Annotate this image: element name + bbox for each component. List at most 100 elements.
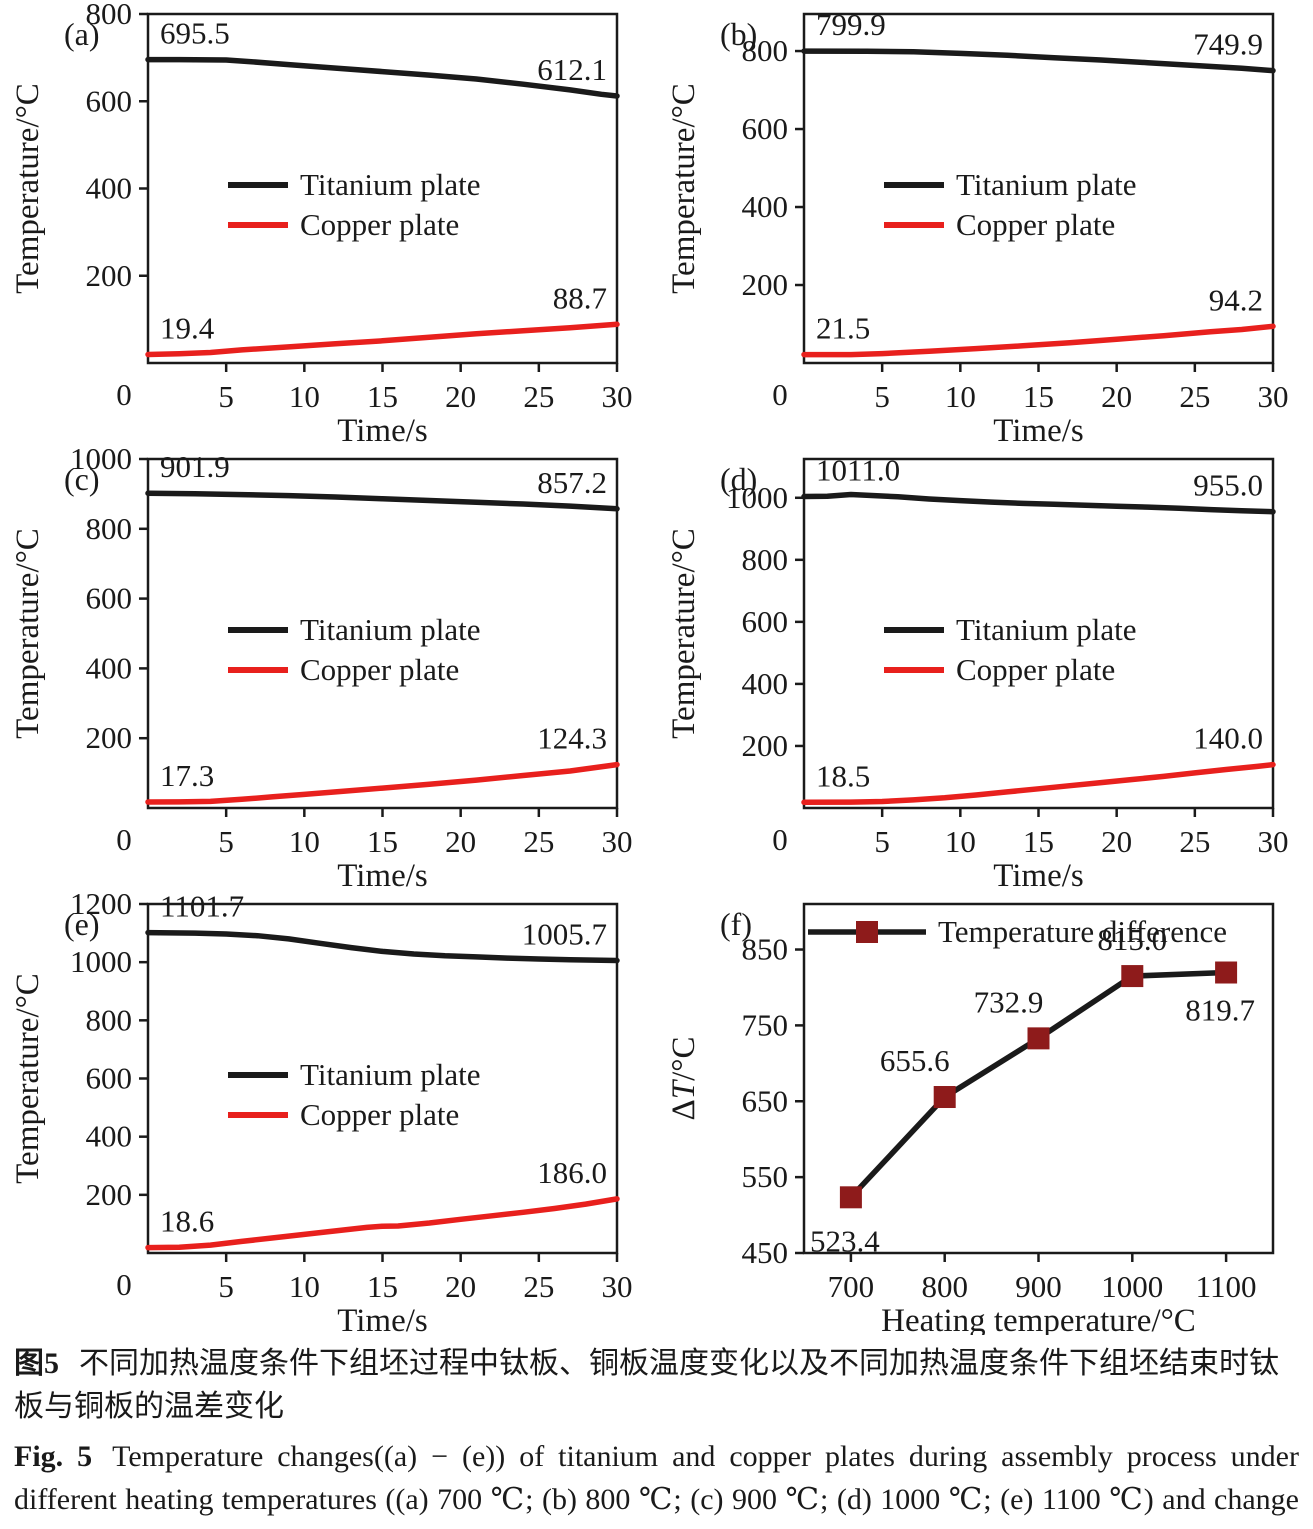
caption-zh-text: 不同加热温度条件下组坯过程中钛板、铜板温度变化以及不同加热温度条件下组坯结束时钛… <box>14 1347 1279 1423</box>
subplot-c: 200 400 600 800 1000 5 10 15 20 25 30 0 Time/s Temper… <box>10 445 633 890</box>
y-axis: 450 550 650 750 850 <box>742 932 804 1270</box>
y-tick-label: 800 <box>86 0 133 31</box>
value-label-end: 749.9 <box>1193 27 1263 62</box>
value-label: 732.9 <box>974 984 1044 1019</box>
y-tick-label: 550 <box>742 1159 789 1194</box>
x-tick-label: 20 <box>445 379 476 414</box>
caption-en-label: Fig. 5 <box>14 1440 93 1474</box>
value-label-start: 17.3 <box>160 758 214 793</box>
origin-tick-label: 0 <box>116 822 132 857</box>
line-copper-plate <box>801 761 1276 806</box>
value-label-end: 612.1 <box>537 52 607 87</box>
y-tick-label: 600 <box>742 111 789 146</box>
x-tick-label: 5 <box>874 824 890 859</box>
caption-chinese: 图5 不同加热温度条件下组坯过程中钛板、铜板温度变化以及不同加热温度条件下组坯结束… <box>14 1343 1299 1428</box>
legend-label: Temperature difference <box>938 914 1227 949</box>
y-tick-label: 400 <box>742 189 789 224</box>
x-tick-label: 30 <box>1258 379 1289 414</box>
value-label-start: 21.5 <box>816 311 870 346</box>
y-axis-title: Temperature/°C <box>10 528 46 739</box>
value-label: 655.6 <box>880 1043 950 1078</box>
legend-label: Titanium plate <box>956 167 1137 202</box>
value-label-start: 1011.0 <box>816 453 900 488</box>
y-tick-label: 1000 <box>70 944 132 979</box>
x-tick-label: 20 <box>445 824 476 859</box>
legend: Titanium plate Copper plate <box>884 612 1137 687</box>
subplot-e: 200 400 600 800 1000 1200 5 10 15 20 25 30 0 Time/s Te… <box>10 890 633 1335</box>
y-axis-title: Temperature/°C <box>666 528 702 739</box>
x-tick-label: 25 <box>523 379 554 414</box>
line-titanium-plate <box>145 929 620 964</box>
y-axis: 200 400 600 800 <box>742 33 804 302</box>
x-tick-label: 5 <box>218 824 234 859</box>
y-tick-label: 450 <box>742 1235 789 1270</box>
x-axis-title: Time/s <box>337 1303 428 1335</box>
x-tick-label: 15 <box>367 824 398 859</box>
caption-zh-label: 图5 <box>14 1347 59 1380</box>
x-axis-title: Time/s <box>993 413 1084 445</box>
value-label-start: 18.5 <box>816 758 870 793</box>
value-label-end: 94.2 <box>1209 282 1263 317</box>
value-label-start: 799.9 <box>816 7 886 42</box>
x-tick-label: 20 <box>1101 824 1132 859</box>
x-tick-label: 1000 <box>1101 1269 1163 1304</box>
x-tick-label: 25 <box>523 1269 554 1304</box>
x-tick-label: 20 <box>445 1269 476 1304</box>
value-label-end: 955.0 <box>1193 468 1263 503</box>
line-titanium-plate <box>801 48 1276 74</box>
x-tick-label: 5 <box>218 1269 234 1304</box>
y-tick-label: 200 <box>742 267 789 302</box>
x-axis-title: Time/s <box>337 413 428 445</box>
line-titanium-plate <box>801 491 1276 515</box>
x-tick-label: 900 <box>1015 1269 1062 1304</box>
legend-label: Copper plate <box>300 207 459 242</box>
panel-label: (a) <box>64 16 100 52</box>
subplot-a: 200 400 600 800 5 10 15 20 25 30 0 Time/s Temperatur… <box>10 0 633 445</box>
x-axis-title: Time/s <box>993 858 1084 890</box>
y-tick-label: 200 <box>86 258 133 293</box>
x-tick-label: 30 <box>602 1269 633 1304</box>
x-axis: 5 10 15 20 25 30 0 <box>116 1253 633 1304</box>
y-axis-title: Temperature/°C <box>10 83 46 294</box>
line-copper-plate <box>145 1196 620 1251</box>
origin-tick-label: 0 <box>772 377 788 412</box>
y-axis-title: ΔT/°C <box>666 1037 702 1121</box>
x-tick-label: 15 <box>1023 379 1054 414</box>
y-axis: 200 400 600 800 1000 <box>70 445 148 755</box>
y-tick-label: 600 <box>86 83 133 118</box>
y-tick-label: 800 <box>86 1002 133 1037</box>
subplot-d: 200 400 600 800 1000 5 10 15 20 25 30 0 Time/s Temper… <box>666 453 1289 890</box>
subplot-grid: 200 400 600 800 5 10 15 20 25 30 0 Time/s Temperatur… <box>10 0 1289 1335</box>
y-tick-label: 1000 <box>726 480 788 515</box>
x-tick-label: 800 <box>921 1269 968 1304</box>
y-tick-label: 400 <box>86 650 133 685</box>
legend-label: Copper plate <box>300 1097 459 1132</box>
x-tick-label: 30 <box>602 824 633 859</box>
x-tick-label: 25 <box>1179 824 1210 859</box>
y-tick-label: 600 <box>86 581 133 616</box>
square-marker <box>1121 965 1144 988</box>
line-copper-plate <box>145 761 620 805</box>
x-tick-label: 25 <box>523 824 554 859</box>
x-tick-label: 10 <box>289 379 320 414</box>
y-axis-title: Temperature/°C <box>666 83 702 294</box>
x-axis: 5 10 15 20 25 30 0 <box>772 363 1289 414</box>
figure-caption: 图5 不同加热温度条件下组坯过程中钛板、铜板温度变化以及不同加热温度条件下组坯结束… <box>0 1335 1313 1529</box>
y-tick-label: 650 <box>742 1083 789 1118</box>
y-tick-label: 1200 <box>70 890 132 921</box>
y-axis: 200 400 600 800 1000 <box>726 480 804 763</box>
x-axis-title: Heating temperature/°C <box>881 1303 1196 1335</box>
value-label-start: 1101.7 <box>160 890 244 924</box>
panel-label: (d) <box>720 461 757 497</box>
square-marker <box>839 1186 862 1209</box>
legend: Titanium plate Copper plate <box>228 612 481 687</box>
x-tick-label: 10 <box>945 379 976 414</box>
value-label: 819.7 <box>1185 993 1255 1028</box>
square-marker <box>1215 961 1238 984</box>
square-marker <box>1027 1027 1050 1050</box>
x-tick-label: 15 <box>367 379 398 414</box>
x-tick-label: 1100 <box>1196 1269 1257 1304</box>
x-tick-label: 15 <box>1023 824 1054 859</box>
x-tick-label: 30 <box>1258 824 1289 859</box>
x-tick-label: 20 <box>1101 379 1132 414</box>
